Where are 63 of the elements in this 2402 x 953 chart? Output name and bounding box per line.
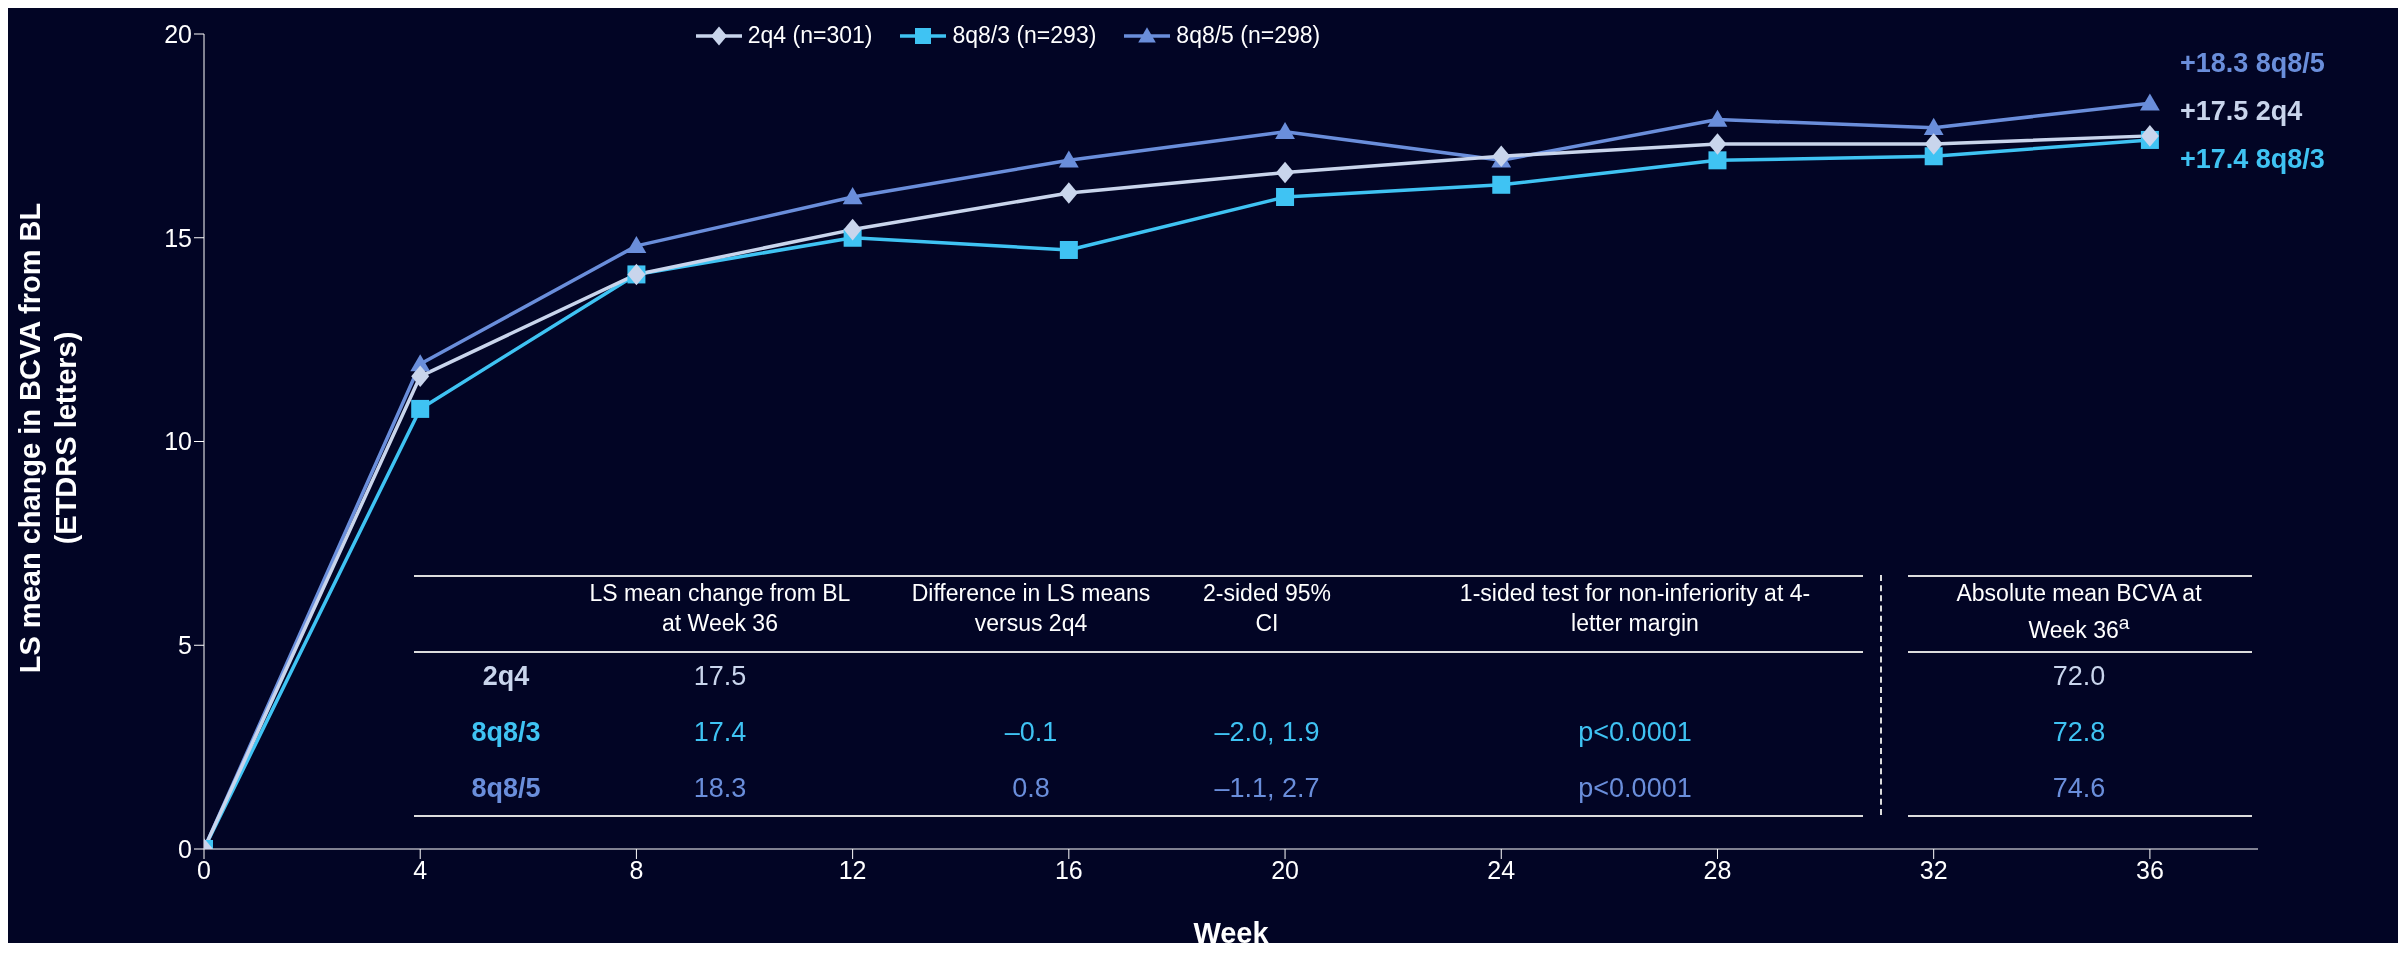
- annotation: –1.1, 2.7: [1213, 772, 1321, 804]
- point: [1058, 150, 1079, 168]
- point: [1492, 145, 1511, 168]
- annotation: 2q4: [481, 660, 531, 692]
- x-tick-label: 20: [1271, 855, 1299, 884]
- point: [843, 218, 862, 241]
- annotation: 74.6: [2051, 772, 2107, 804]
- annotation: p<0.0001: [1577, 772, 1693, 804]
- annotation: +18.3 8q8/5: [2180, 48, 2325, 79]
- annotation: 18.3: [692, 772, 748, 804]
- x-tick-label: 24: [1487, 855, 1516, 884]
- x-tick-label: 0: [197, 855, 211, 884]
- point: [1708, 151, 1727, 170]
- y-tick-label: 15: [164, 223, 192, 252]
- point: [1275, 121, 1295, 139]
- point: [1276, 161, 1295, 184]
- annotation: +17.4 8q8/3: [2180, 144, 2325, 175]
- annotation: Difference in LS means versus 2q4: [910, 579, 1152, 638]
- point: [842, 187, 863, 205]
- annotation: 0.8: [1011, 772, 1051, 804]
- y-tick-label: 20: [164, 19, 192, 48]
- x-tick-label: 4: [413, 855, 428, 884]
- y-tick-label: 5: [178, 631, 192, 660]
- x-tick-label: 16: [1054, 855, 1083, 884]
- annotation: Absolute mean BCVA at Week 36$^{a}$: [1955, 579, 2203, 645]
- legend-label: 8q8/5 (n=298): [1176, 22, 1321, 49]
- annotation: +17.5 2q4: [2180, 96, 2303, 127]
- annotation: 17.5: [692, 660, 748, 692]
- point: [1492, 175, 1511, 194]
- annotation: 72.8: [2051, 716, 2107, 748]
- x-tick-label: 8: [629, 855, 644, 884]
- annotation: LS mean change from BL at Week 36: [588, 579, 852, 638]
- x-tick-label: 12: [838, 855, 867, 884]
- point: [1059, 182, 1078, 204]
- annotation: –2.0, 1.9: [1213, 716, 1321, 748]
- annotation: p<0.0001: [1577, 716, 1693, 748]
- annotation: 1-sided test for non-inferiority at 4-letter margin: [1458, 579, 1812, 638]
- point: [1924, 133, 1943, 155]
- annotation: 8q8/5: [470, 772, 542, 804]
- point: [2140, 125, 2159, 147]
- point: [1923, 117, 1944, 135]
- point: [411, 365, 430, 388]
- y-tick-label: 0: [178, 834, 192, 863]
- legend-label: 2q4 (n=301): [747, 22, 873, 49]
- annotation: 17.4: [692, 716, 748, 748]
- point: [1276, 188, 1295, 206]
- x-tick-label: 28: [1703, 855, 1732, 884]
- x-tick-label: 32: [1919, 855, 1948, 884]
- point: [2139, 93, 2160, 111]
- annotation: 8q8/3: [470, 716, 542, 748]
- annotation: 2-sided 95% CI: [1202, 579, 1332, 638]
- point: [626, 236, 647, 254]
- x-axis-title: Week: [1193, 917, 1270, 949]
- point: [1708, 133, 1727, 155]
- point: [411, 399, 430, 418]
- point: [1707, 109, 1728, 127]
- annotation: –0.1: [1003, 716, 1059, 748]
- legend-label: 8q8/3 (n=293): [952, 22, 1097, 49]
- annotation: 72.0: [2051, 660, 2107, 692]
- y-axis-title: LS mean change in BCVA from BL (ETDRS letters): [13, 201, 83, 676]
- point: [1059, 240, 1078, 259]
- x-tick-label: 36: [2135, 855, 2164, 884]
- y-tick-label: 10: [164, 427, 192, 456]
